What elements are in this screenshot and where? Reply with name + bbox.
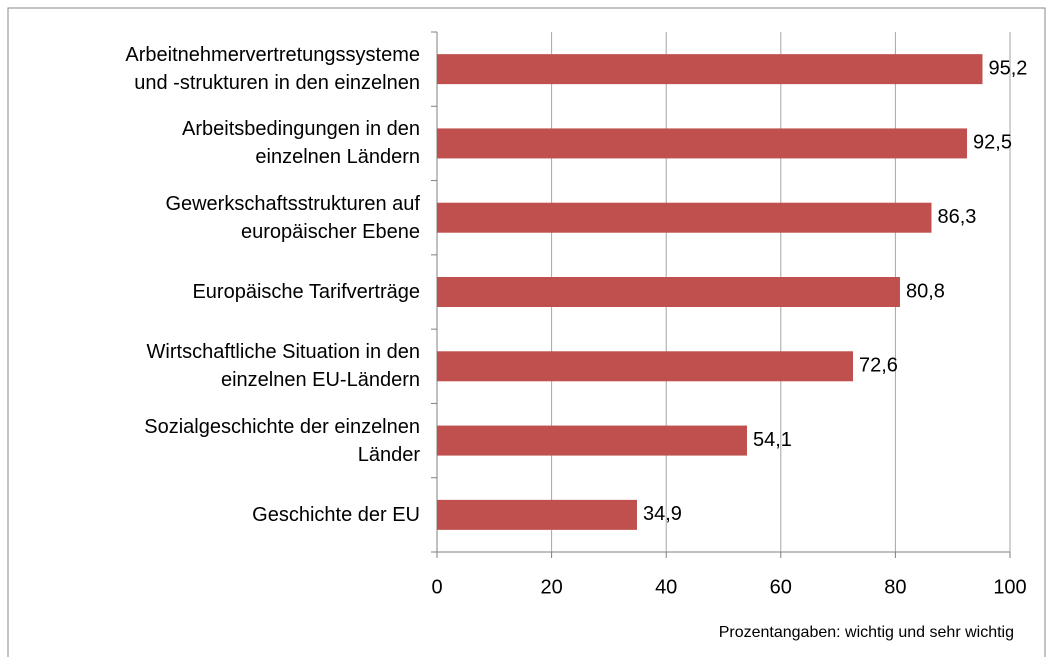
x-tick-label: 80 — [884, 576, 906, 598]
y-tick-label: Sozialgeschichte der einzelnen Länder — [144, 415, 420, 466]
value-label: 34,9 — [643, 503, 682, 525]
bar — [437, 54, 983, 85]
bar — [437, 128, 968, 159]
value-label: 54,1 — [753, 429, 792, 451]
bar — [437, 499, 637, 530]
y-tick-label: Europäische Tarifverträge — [192, 281, 420, 303]
annotation: Prozentangaben: wichtig und sehr wichtig — [719, 624, 1014, 641]
y-tick-label: Geschichte der EU — [252, 503, 420, 526]
x-tick-label: 100 — [993, 576, 1026, 598]
bar — [437, 202, 932, 233]
value-label: 72,6 — [859, 355, 898, 377]
y-tick-label: Arbeitsbedingungen in den einzelnen Länd… — [182, 118, 420, 169]
x-tick-label: 0 — [431, 576, 442, 598]
y-tick-label: Wirtschaftliche Situation in den einzeln… — [146, 341, 420, 392]
bar — [437, 425, 747, 456]
value-label: 95,2 — [988, 57, 1027, 79]
value-label: 92,5 — [973, 132, 1012, 154]
y-tick-label: Arbeitnehmervertretungssysteme und -stru… — [125, 44, 420, 95]
value-label: 86,3 — [937, 206, 976, 228]
bar — [437, 277, 900, 307]
bar — [437, 351, 853, 382]
frame — [7, 7, 1046, 657]
x-tick-label: 20 — [540, 576, 562, 598]
x-tick-label: 40 — [655, 576, 677, 598]
value-label: 80,8 — [906, 280, 945, 302]
x-tick-label: 60 — [770, 576, 792, 598]
y-tick-label: Gewerkschaftsstrukturen auf europäischer… — [165, 192, 420, 243]
